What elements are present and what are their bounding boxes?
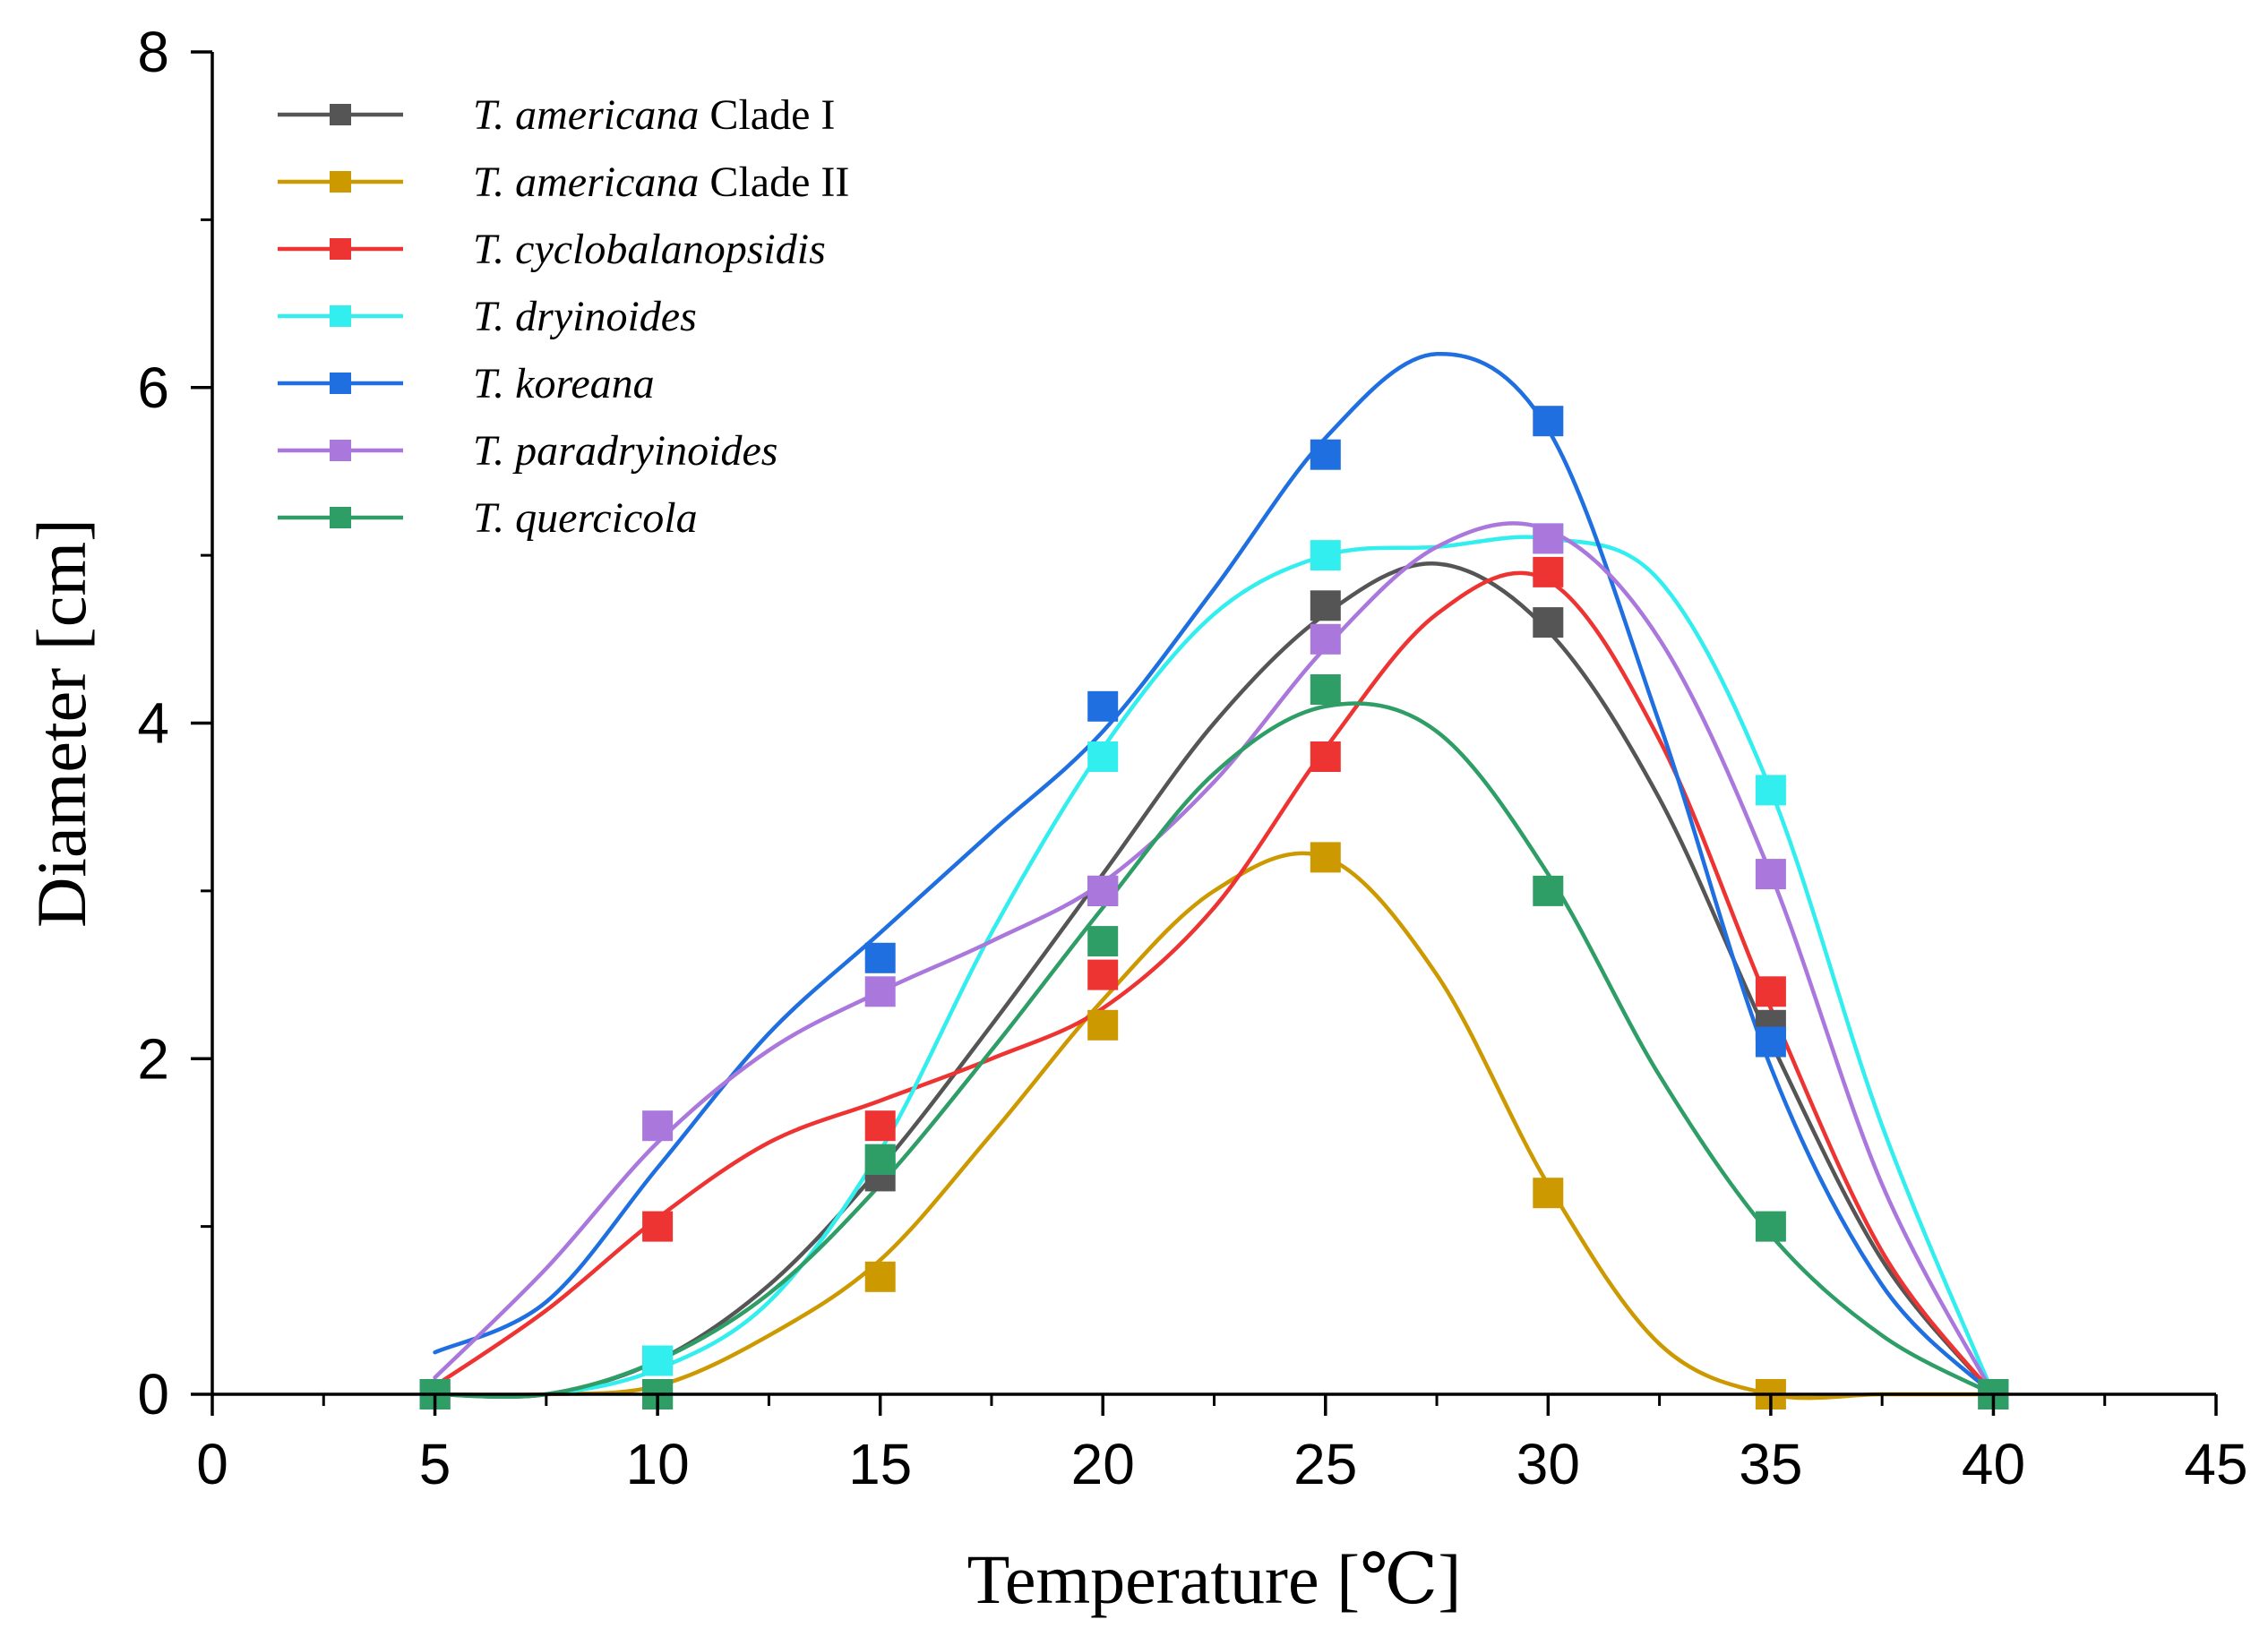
data-point-s0-5 — [1533, 607, 1564, 638]
data-point-s5-6 — [1755, 859, 1786, 890]
legend-marker-4 — [330, 373, 351, 394]
data-point-s4-2 — [864, 942, 896, 973]
y-tick-label: 8 — [137, 20, 169, 84]
data-point-s2-5 — [1533, 556, 1564, 587]
legend-label-6: T. quercicola — [473, 494, 698, 542]
x-tick-label: 20 — [1071, 1432, 1135, 1496]
x-tick-label: 15 — [848, 1432, 912, 1496]
data-point-s5-3 — [1087, 875, 1119, 906]
series-curve-4 — [433, 352, 1996, 1397]
y-tick-label: 0 — [137, 1362, 169, 1427]
legend-marker-5 — [330, 440, 351, 461]
data-point-s1-4 — [1310, 842, 1341, 873]
legend-marker-2 — [330, 238, 351, 260]
legend-marker-1 — [330, 171, 351, 193]
series-curves — [433, 352, 1996, 1401]
data-point-s2-4 — [1310, 741, 1341, 772]
x-tick-label: 35 — [1739, 1432, 1802, 1496]
y-axis-title: Diameter [cm] — [22, 518, 100, 928]
legend-marker-0 — [330, 104, 351, 125]
x-tick-label: 30 — [1516, 1432, 1580, 1496]
data-point-s6-2 — [864, 1144, 896, 1175]
data-point-s3-6 — [1755, 775, 1786, 806]
legend-label-italic: T. koreana — [473, 360, 655, 407]
data-point-s6-6 — [1755, 1211, 1786, 1242]
data-point-s5-1 — [642, 1110, 674, 1142]
y-tick-label: 4 — [137, 691, 169, 756]
data-point-s6-4 — [1310, 674, 1341, 705]
legend: T. americana Clade IT. americana Clade I… — [278, 91, 849, 542]
legend-label-1: T. americana Clade II — [473, 159, 849, 206]
data-point-s3-1 — [642, 1345, 674, 1376]
x-tick-label: 40 — [1962, 1432, 2025, 1496]
series-curve-6 — [433, 701, 1996, 1400]
legend-label-2: T. cyclobalanopsidis — [473, 226, 826, 273]
data-point-s1-5 — [1533, 1178, 1564, 1209]
data-point-s1-2 — [864, 1261, 896, 1292]
data-point-s2-2 — [864, 1110, 896, 1142]
x-axis-title: Temperature [℃] — [967, 1540, 1462, 1618]
legend-label-italic: T. americana — [473, 91, 699, 139]
data-point-s4-3 — [1087, 690, 1119, 722]
data-point-s6-3 — [1087, 926, 1119, 957]
legend-label-plain: Clade II — [699, 159, 849, 206]
legend-label-plain: Clade I — [699, 91, 835, 139]
series-curve-5 — [433, 521, 1996, 1397]
data-point-s3-3 — [1087, 741, 1119, 772]
series-curve-3 — [433, 535, 1996, 1399]
legend-label-italic: T. dryinoides — [473, 293, 697, 340]
series-curve-2 — [433, 570, 1996, 1397]
legend-marker-3 — [330, 305, 351, 327]
data-point-s4-4 — [1310, 439, 1341, 470]
x-tick-label: 5 — [419, 1432, 451, 1496]
x-tick-label: 10 — [626, 1432, 690, 1496]
data-point-s1-3 — [1087, 1009, 1119, 1041]
legend-label-italic: T. cyclobalanopsidis — [473, 226, 826, 273]
x-tick-label: 0 — [196, 1432, 228, 1496]
legend-label-italic: T. paradryinoides — [473, 427, 777, 475]
legend-label-3: T. dryinoides — [473, 293, 697, 340]
legend-label-4: T. koreana — [473, 360, 655, 407]
legend-label-0: T. americana Clade I — [473, 91, 835, 139]
data-point-s5-5 — [1533, 523, 1564, 554]
series-curve-1 — [433, 851, 1996, 1401]
data-point-s2-6 — [1755, 976, 1786, 1007]
data-point-s2-3 — [1087, 959, 1119, 990]
data-point-s5-4 — [1310, 623, 1341, 655]
data-point-s2-1 — [642, 1211, 674, 1242]
legend-label-italic: T. quercicola — [473, 494, 698, 542]
x-tick-label: 25 — [1293, 1432, 1357, 1496]
legend-label-italic: T. americana — [473, 159, 699, 206]
axes: 0 5 10 15 20 25 30 35 40 45 0 2 4 6 8 — [137, 20, 2247, 1496]
y-tick-label: 2 — [137, 1026, 169, 1091]
data-point-s6-5 — [1533, 875, 1564, 906]
data-point-s5-2 — [864, 976, 896, 1007]
data-point-s4-6 — [1755, 1026, 1786, 1058]
data-point-s3-4 — [1310, 540, 1341, 571]
legend-marker-6 — [330, 507, 351, 528]
legend-label-5: T. paradryinoides — [473, 427, 777, 475]
data-point-s0-4 — [1310, 590, 1341, 621]
x-tick-label: 45 — [2184, 1432, 2247, 1496]
data-point-s4-5 — [1533, 406, 1564, 437]
y-tick-label: 6 — [137, 356, 169, 420]
